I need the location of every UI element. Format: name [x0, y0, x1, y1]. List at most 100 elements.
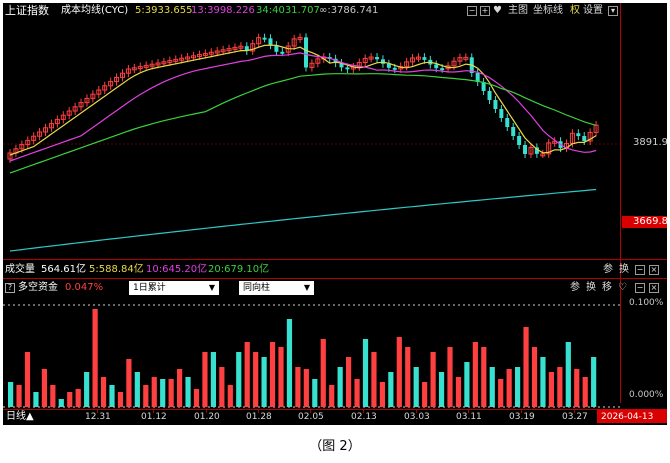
- fund-move-button[interactable]: 移: [602, 282, 612, 293]
- volume-minus-icon[interactable]: −: [635, 265, 645, 275]
- date-tick: [97, 409, 98, 413]
- candle-body: [54, 118, 60, 125]
- fund-bar: [405, 347, 411, 407]
- fund-bar: [219, 367, 225, 407]
- candle-body: [214, 50, 220, 54]
- candle-body: [119, 72, 125, 78]
- candle-body: [499, 109, 504, 118]
- fund-bar: [24, 352, 31, 407]
- candle-body: [48, 123, 54, 129]
- main-chart-button[interactable]: 主图: [508, 5, 528, 16]
- plus-icon[interactable]: +: [480, 6, 490, 16]
- fund-bar: [168, 379, 174, 407]
- date-tick-label: 03.03: [404, 412, 430, 422]
- candle-body: [196, 54, 202, 58]
- candle-body: [208, 51, 214, 55]
- candle-body: [404, 61, 410, 67]
- candle-body: [179, 57, 185, 61]
- candle-body: [226, 48, 232, 52]
- period-selector[interactable]: 日线▲: [6, 411, 34, 422]
- date-tick: [153, 409, 154, 413]
- fund-bar: [455, 377, 462, 407]
- fund-close-icon[interactable]: ×: [649, 283, 659, 293]
- candle-body: [90, 93, 96, 99]
- fund-bar: [320, 339, 326, 407]
- fund-bar: [447, 347, 453, 407]
- fund-bar-chart: [3, 304, 620, 408]
- candle-body: [155, 62, 161, 66]
- rights-button[interactable]: 权: [570, 5, 580, 16]
- candle-body: [422, 57, 427, 60]
- date-tick-label: 03.11: [456, 412, 482, 422]
- divider: [3, 278, 667, 279]
- candle-body: [280, 51, 285, 54]
- candle-body: [463, 56, 469, 60]
- fund-bar: [523, 327, 529, 407]
- candle-body: [587, 131, 593, 142]
- fund-title: 多空资金: [18, 282, 58, 293]
- candle-body: [440, 68, 445, 71]
- current-price-label: 3669.8: [633, 216, 667, 227]
- candle-body: [43, 127, 49, 133]
- price-axis-line: [620, 3, 621, 403]
- fund-switch-button[interactable]: 换: [586, 282, 596, 293]
- fund-bar: [540, 357, 546, 407]
- date-tick: [363, 409, 364, 413]
- fund-bar: [354, 379, 360, 407]
- candle-body: [232, 46, 238, 50]
- help-icon[interactable]: ?: [5, 283, 15, 293]
- candle-body: [262, 37, 267, 40]
- candle-body: [84, 97, 90, 104]
- candle-body: [25, 139, 31, 146]
- candle-body: [528, 146, 534, 155]
- fund-bar: [41, 369, 47, 407]
- candle-body: [380, 59, 385, 64]
- date-tick-label: 02.13: [351, 412, 377, 422]
- volume-close-icon[interactable]: ×: [649, 265, 659, 275]
- fund-bar: [75, 389, 81, 407]
- settings-button[interactable]: 设置: [583, 5, 603, 16]
- date-tick-label: 02.05: [298, 412, 324, 422]
- candle-body: [291, 38, 297, 47]
- fund-bar: [193, 389, 200, 407]
- volume-ma20: 20:679.10亿: [208, 264, 270, 275]
- current-date-tag: [597, 409, 667, 423]
- fund-bar: [286, 319, 293, 407]
- fund-bar: [413, 367, 419, 407]
- fund-bar: [481, 347, 487, 407]
- candle-body: [102, 85, 108, 91]
- volume-param-button[interactable]: 参: [603, 264, 613, 275]
- fund-bar: [582, 377, 588, 407]
- date-tick: [468, 409, 469, 413]
- fund-bar: [396, 337, 402, 407]
- heart-icon[interactable]: ♡: [618, 282, 627, 293]
- fund-bar: [253, 352, 259, 407]
- fund-param-button[interactable]: 参: [570, 282, 580, 293]
- candle-body: [410, 57, 416, 63]
- fund-bar: [109, 385, 115, 407]
- ma-inf-value: ∞:3786.741: [319, 5, 379, 16]
- candle-body: [434, 64, 439, 69]
- fund-bar: [33, 392, 39, 407]
- fund-bar: [126, 359, 132, 407]
- volume-switch-button[interactable]: 换: [619, 264, 629, 275]
- fund-bar: [489, 367, 495, 407]
- candle-body: [481, 82, 486, 91]
- fund-bar: [574, 369, 580, 407]
- bar-mode-select[interactable]: 同向柱 ▼: [239, 281, 314, 295]
- candle-body: [96, 89, 102, 95]
- candle-body: [7, 152, 13, 160]
- close-icon[interactable]: ▾: [608, 6, 618, 16]
- accumulation-select[interactable]: 1日累计 ▼: [129, 281, 219, 295]
- candle-body: [60, 114, 66, 120]
- coordinate-line-button[interactable]: 坐标线: [533, 5, 563, 16]
- heart-icon[interactable]: ♥: [493, 5, 502, 16]
- fund-minus-icon[interactable]: −: [635, 283, 645, 293]
- candle-body: [475, 73, 480, 82]
- minus-icon[interactable]: −: [467, 6, 477, 16]
- candle-body: [540, 153, 546, 157]
- candle-body: [131, 67, 137, 71]
- price-level-label: 3891.9: [633, 137, 667, 148]
- date-tick: [521, 409, 522, 413]
- volume-total: 564.61亿: [41, 264, 86, 275]
